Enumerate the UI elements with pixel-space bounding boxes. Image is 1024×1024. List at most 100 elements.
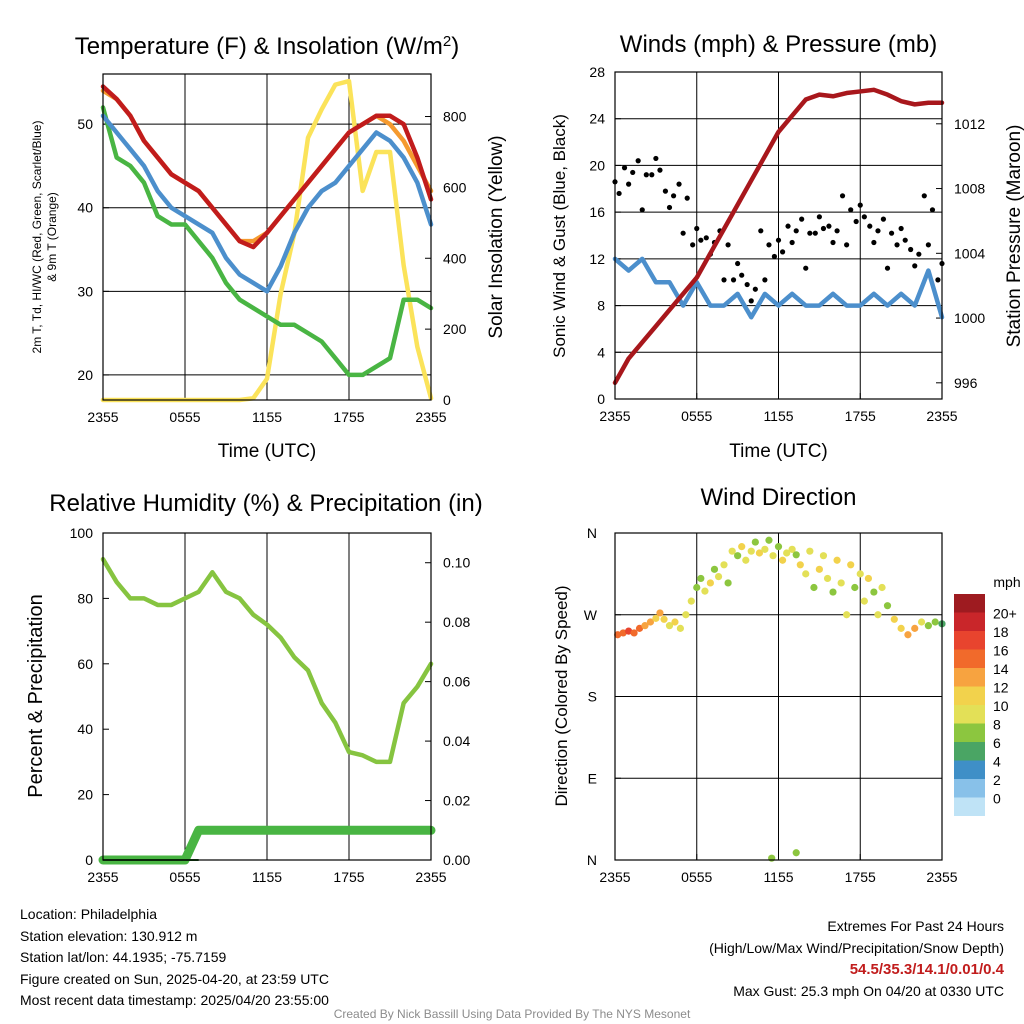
dir-point [697,574,705,583]
rh-xtick-label: 2355 [87,869,118,885]
dir-point [806,547,814,555]
temp-yaxis-label-2: & 9m T (Orange) [45,192,59,282]
wind-gust-point [848,207,854,213]
wind-gust-point [812,230,818,236]
wind-y2tick-label: 1012 [954,116,985,132]
wind-ytick-label: 8 [597,298,605,314]
temp-ytick-label: 50 [77,116,93,132]
dir-point [878,583,886,592]
dir-point [890,615,898,623]
dir-point [837,579,845,587]
temp-xaxis-label: Time (UTC) [218,441,317,462]
legend-label: 16 [993,643,1009,659]
wind-gust-point [662,188,669,194]
dir-point [870,588,878,596]
dir-point [768,854,776,862]
wind-gust-point [670,193,677,199]
rh-yaxis-label: Percent & Precipitation [25,594,47,797]
rh-y2tick-label: 0.06 [443,674,470,690]
dir-point [682,611,690,619]
station-info: Location: Philadelphia Station elevation… [20,904,329,1012]
dir-point [783,549,791,557]
dir-xtick-label: 0555 [681,869,712,885]
wind-xtick-label: 0555 [681,408,712,424]
wind-gust-point [880,216,887,222]
wind-gust-point [649,172,655,178]
temp-y2tick-label: 600 [443,179,467,195]
rh-series-line-0 [100,556,434,765]
wind-gust-point [898,225,904,232]
temp-y2tick-label: 800 [443,109,467,125]
wind-gust-point [762,277,768,283]
rh-ytick-label: 100 [70,525,94,541]
dir-xtick-label: 1155 [763,869,793,885]
extremes-title: Extremes For Past 24 Hours [827,918,1004,934]
wind-gust-point [867,223,873,229]
wind-gust-point [694,225,700,232]
dir-point [641,622,649,630]
wind-gust-point [744,281,750,288]
dir-point [656,609,664,617]
wind-gust-point [690,242,696,248]
dir-point [924,622,932,630]
wind-y2tick-label: 996 [954,375,978,391]
wind-plot-frame [614,71,943,400]
legend-label: 10 [993,698,1009,714]
wind-gust-point [884,265,891,271]
wind-gust-point [853,218,859,225]
dir-chart-title: Wind Direction [700,484,856,511]
wind-y2axis-label: Station Pressure (Maroon) [1004,125,1024,348]
wind-gust-point [680,230,686,236]
rh-ytick-label: 40 [77,721,93,737]
wind-ytick-label: 20 [589,157,605,173]
dir-point [802,570,810,578]
legend-label: 18 [993,624,1009,640]
wind-xtick-label: 2355 [599,408,630,424]
dir-ytick-label: N [587,525,597,541]
rh-plot-frame [102,532,432,861]
wind-gust-point [820,225,827,232]
dir-point [676,624,685,632]
dir-point [665,622,674,630]
temp-y2tick-label: 200 [443,321,467,337]
dir-point [815,565,823,573]
dir-point [728,547,736,555]
wind-gust-point [752,286,758,292]
wind-gust-point [775,237,782,243]
legend-swatch [954,594,985,613]
dir-point [630,629,638,637]
temp-series-line-4 [100,84,434,250]
dir-point [652,614,660,622]
wind-gust-point [857,202,863,208]
dir-point [847,561,855,569]
dir-point [874,611,882,619]
dir-plot-frame [614,532,943,861]
wind-gust-point [616,190,622,197]
dir-xtick-label: 2355 [599,869,630,885]
wind-gust-point [639,207,645,213]
rh-ytick-label: 60 [77,656,93,672]
wind-ytick-label: 0 [597,391,605,407]
wind-gust-point [621,165,628,171]
wind-gust-point [803,265,809,271]
wind-gust-point [748,298,754,304]
wind-gust-point [826,223,832,229]
dir-point [693,583,701,592]
legend-swatch [954,742,985,761]
dir-point [796,561,804,569]
rh-y2tick-label: 0.02 [443,793,470,809]
dir-point [774,543,783,551]
temp-xtick-label: 2355 [415,409,446,425]
wind-gust-point [653,155,659,162]
location-text: Location: Philadelphia [20,906,157,922]
dir-point [765,536,773,544]
legend-swatch [954,760,985,779]
legend-title: mph [993,574,1020,590]
dir-point [738,543,746,551]
dir-point [646,618,655,626]
temp-series-line-2 [100,113,434,294]
dir-point [706,579,714,587]
wind-gust-point [789,239,795,246]
dir-point [625,627,633,635]
